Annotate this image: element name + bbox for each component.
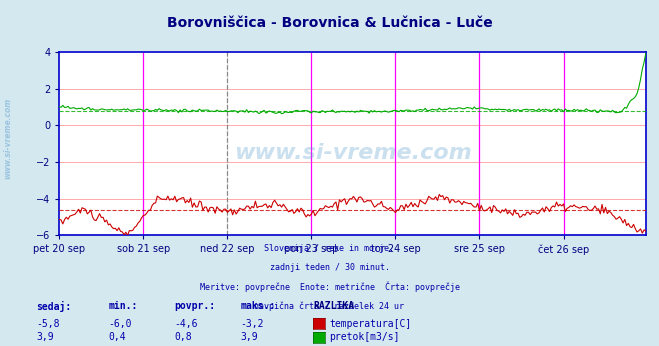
Text: RAZLIKA: RAZLIKA — [313, 301, 354, 311]
Text: maks.:: maks.: — [241, 301, 275, 311]
Text: pretok[m3/s]: pretok[m3/s] — [330, 333, 400, 342]
Text: povpr.:: povpr.: — [175, 301, 215, 311]
Text: -5,8: -5,8 — [36, 319, 60, 328]
Text: min.:: min.: — [109, 301, 138, 311]
Text: navpična črta - razdelek 24 ur: navpična črta - razdelek 24 ur — [254, 301, 405, 310]
Text: www.si-vreme.com: www.si-vreme.com — [234, 143, 471, 163]
Text: sedaj:: sedaj: — [36, 301, 71, 312]
Text: www.si-vreme.com: www.si-vreme.com — [3, 98, 13, 179]
Text: -4,6: -4,6 — [175, 319, 198, 328]
Text: 0,4: 0,4 — [109, 333, 127, 342]
Text: Slovenija / reke in morje.: Slovenija / reke in morje. — [264, 244, 395, 253]
Text: -6,0: -6,0 — [109, 319, 132, 328]
Text: Meritve: povprečne  Enote: metrične  Črta: povprečje: Meritve: povprečne Enote: metrične Črta:… — [200, 282, 459, 292]
Text: 3,9: 3,9 — [36, 333, 54, 342]
Text: 0,8: 0,8 — [175, 333, 192, 342]
Text: temperatura[C]: temperatura[C] — [330, 319, 412, 328]
Text: 3,9: 3,9 — [241, 333, 258, 342]
Text: Borovniščica - Borovnica & Lučnica - Luče: Borovniščica - Borovnica & Lučnica - Luč… — [167, 16, 492, 29]
Text: zadnji teden / 30 minut.: zadnji teden / 30 minut. — [270, 263, 389, 272]
Text: -3,2: -3,2 — [241, 319, 264, 328]
